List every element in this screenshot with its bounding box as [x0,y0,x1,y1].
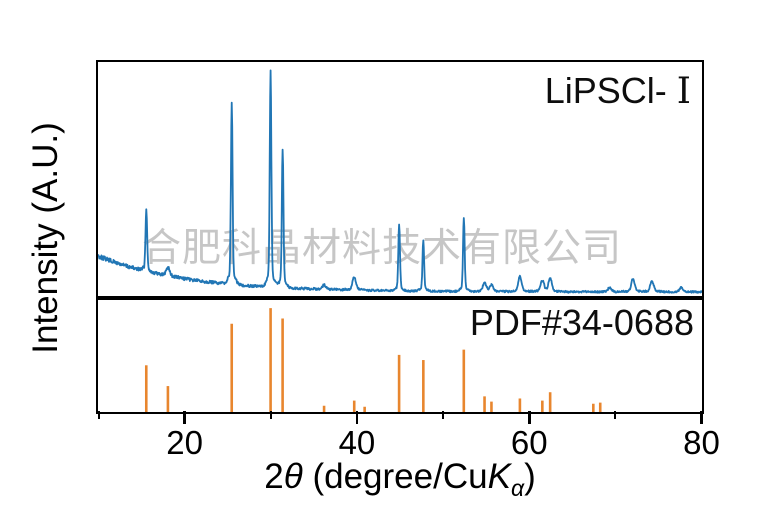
y-axis-title: Intensity (A.U.) [26,122,65,354]
x-title-number: 2 [264,457,284,496]
sample-label: LiPSCl- I [545,70,691,112]
reference-stick-pattern [144,308,602,412]
sample-panel: LiPSCl- I [96,60,704,298]
reference-label: PDF#34-0688 [469,302,694,343]
sample-trace-path [98,69,702,294]
sample-label-text: LiPSCl- [544,70,677,111]
x-title-alpha-subscript: α [510,475,525,501]
x-axis-title: 2θ (degree/CuKα) [96,457,704,502]
sample-xrd-trace [98,69,702,294]
x-title-close-paren: ) [524,457,536,496]
reference-panel: PDF#34-0688 [96,298,704,414]
x-title-theta: θ [283,457,303,496]
x-title-mid: (degree/Cu [302,457,488,496]
watermark-text: 合肥科晶材料技术有限公司 [142,227,623,270]
x-title-k: K [487,457,511,496]
sample-label-numeral: I [676,71,691,112]
